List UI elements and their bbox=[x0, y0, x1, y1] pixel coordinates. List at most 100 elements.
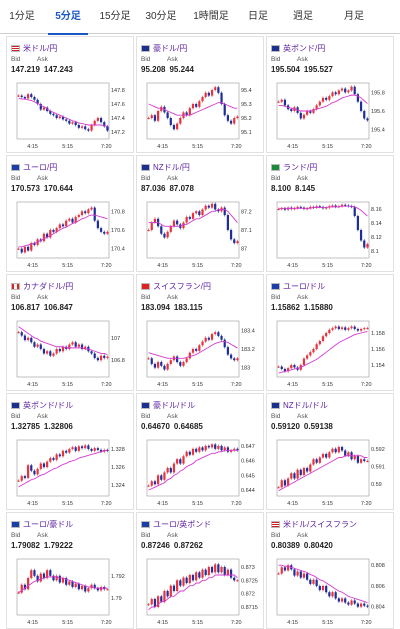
pair-name-link[interactable]: ユーロ/英ポンド bbox=[153, 519, 212, 529]
moving-average-line bbox=[148, 102, 238, 116]
fx-card[interactable]: ユーロ/ドル Bid Ask 1.15862 1.15880 1.158 1.156 1.15… bbox=[266, 274, 394, 391]
fx-card[interactable]: カナダドル/円 Bid Ask 106.817 106.847 107 106.8 4:15 5… bbox=[6, 274, 134, 391]
mini-candlestick-chart[interactable]: 8.16 8.14 8.12 8.1 4:15 5:15 7:20 bbox=[275, 198, 391, 270]
candle-body bbox=[58, 575, 61, 583]
mini-candlestick-chart[interactable]: 0.592 0.591 0.59 4:15 5:15 7:20 bbox=[275, 436, 391, 508]
candle-body bbox=[344, 450, 347, 456]
tab-7[interactable]: 月足 bbox=[344, 11, 364, 22]
candle-body bbox=[93, 207, 96, 221]
x-tick-label: 4:15 bbox=[27, 144, 38, 150]
pair-name-link[interactable]: カナダドル/円 bbox=[23, 281, 74, 291]
candle-body bbox=[337, 598, 340, 602]
pair-name-link[interactable]: ユーロ/豪ドル bbox=[23, 519, 74, 529]
mini-candlestick-chart[interactable]: 195.8 195.6 195.4 4:15 5:15 7:20 bbox=[275, 79, 391, 151]
candle-body bbox=[96, 220, 100, 229]
y-tick-label: 95.4 bbox=[241, 88, 252, 94]
candle-body bbox=[280, 366, 283, 369]
pair-name-link[interactable]: スイスフラン/円 bbox=[153, 281, 211, 291]
candle-body bbox=[33, 470, 36, 475]
tab-2[interactable]: 15分足 bbox=[99, 11, 131, 22]
fx-card[interactable]: 英ポンド/円 Bid Ask 195.504 195.527 195.8 195.6 195.… bbox=[266, 36, 394, 153]
mini-candlestick-chart[interactable]: 0.873 0.8725 0.872 0.8715 4:15 5:15 7:20 bbox=[145, 555, 261, 627]
candle-body bbox=[210, 334, 214, 340]
candle-body bbox=[309, 352, 312, 356]
bid-label: Bid bbox=[271, 294, 281, 301]
bid-ask-values: 1.15862 1.15880 bbox=[271, 303, 393, 314]
fx-card[interactable]: スイスフラン/円 Bid Ask 183.094 183.115 183.4 183.2 18… bbox=[136, 274, 264, 391]
candle-body bbox=[176, 123, 179, 130]
pair-name-link[interactable]: 豪ドル/円 bbox=[153, 43, 188, 53]
x-tick-label: 7:20 bbox=[231, 382, 242, 388]
mini-candlestick-chart[interactable]: 1.158 1.156 1.154 4:15 5:15 7:20 bbox=[275, 317, 391, 389]
fx-card[interactable]: ユーロ/英ポンド Bid Ask 0.87246 0.87262 0.873 0.8725 0… bbox=[136, 512, 264, 629]
candle-body bbox=[68, 581, 71, 585]
pair-name-link[interactable]: 米ドル/円 bbox=[23, 43, 58, 53]
candle-body bbox=[229, 230, 233, 240]
mini-candlestick-chart[interactable]: 147.8 147.6 147.4 147.2 4:15 5:15 7:20 bbox=[15, 79, 131, 151]
mini-candlestick-chart[interactable]: 87.2 87.1 87 4:15 5:15 7:20 bbox=[145, 198, 261, 270]
mini-candlestick-chart[interactable]: 183.4 183.2 183 4:15 5:15 7:20 bbox=[145, 317, 261, 389]
candle-body bbox=[331, 92, 334, 97]
fx-card[interactable]: ランド/円 Bid Ask 8.100 8.145 8.16 8.14 8.12 8.1 4:15… bbox=[266, 155, 394, 272]
tab-1[interactable]: 5分足 bbox=[44, 0, 92, 35]
mini-candlestick-chart[interactable]: 0.808 0.806 0.804 4:15 5:15 7:20 bbox=[275, 555, 391, 627]
ask-label: Ask bbox=[167, 413, 178, 420]
tab-6[interactable]: 週足 bbox=[293, 11, 313, 22]
pair-name-link[interactable]: NZドル/ドル bbox=[283, 400, 328, 410]
pair-name-link[interactable]: ランド/円 bbox=[283, 162, 318, 172]
tab-0[interactable]: 1分足 bbox=[9, 11, 35, 22]
fx-card[interactable]: ユーロ/円 Bid Ask 170.573 170.644 170.8 170.6 170.4… bbox=[6, 155, 134, 272]
ask-value: 0.64685 bbox=[173, 422, 203, 431]
mini-candlestick-chart[interactable]: 95.4 95.3 95.2 95.1 4:15 5:15 7:20 bbox=[145, 79, 261, 151]
bid-label: Bid bbox=[11, 175, 21, 182]
bid-ask-values: 106.817 106.847 bbox=[11, 303, 133, 314]
candle-body bbox=[46, 351, 49, 354]
moving-average-line bbox=[278, 94, 368, 112]
tab-3[interactable]: 30分足 bbox=[145, 11, 177, 22]
candle-body bbox=[20, 584, 23, 593]
fx-card[interactable]: 豪ドル/円 Bid Ask 95.208 95.244 95.4 95.3 95.2 95.1 4… bbox=[136, 36, 264, 153]
pair-name-link[interactable]: ユーロ/円 bbox=[23, 162, 58, 172]
pair-name-link[interactable]: 英ポンド/円 bbox=[283, 43, 326, 53]
currency-flag-icon bbox=[271, 520, 280, 528]
mini-candlestick-chart[interactable]: 1.328 1.326 1.324 4:15 5:15 7:20 bbox=[15, 436, 131, 508]
pair-name-link[interactable]: 米ドル/スイスフラン bbox=[283, 519, 357, 529]
fx-card[interactable]: 英ポンド/ドル Bid Ask 1.32785 1.32806 1.328 1.326 1.3… bbox=[6, 393, 134, 510]
candle-body bbox=[65, 119, 68, 121]
candle-body bbox=[185, 577, 188, 583]
mini-candlestick-chart[interactable]: 0.647 0.646 0.645 0.644 4:15 5:15 7:20 bbox=[145, 436, 261, 508]
candle-body bbox=[347, 602, 350, 605]
candle-body bbox=[331, 592, 334, 597]
mini-candlestick-chart[interactable]: 1.792 1.79 4:15 5:15 7:20 bbox=[15, 555, 131, 627]
pair-name-link[interactable]: 英ポンド/ドル bbox=[23, 400, 74, 410]
pair-name-link[interactable]: ユーロ/ドル bbox=[283, 281, 326, 291]
candle-body bbox=[55, 349, 58, 354]
fx-card[interactable]: NZドル/円 Bid Ask 87.036 87.078 87.2 87.1 87 4:15 5:… bbox=[136, 155, 264, 272]
candle-body bbox=[195, 572, 198, 581]
candle-body bbox=[160, 475, 163, 480]
fx-card[interactable]: NZドル/ドル Bid Ask 0.59120 0.59138 0.592 0.591 0.5… bbox=[266, 393, 394, 510]
fx-card[interactable]: 豪ドル/ドル Bid Ask 0.64670 0.64685 0.647 0.646 0.64… bbox=[136, 393, 264, 510]
mini-candlestick-chart[interactable]: 107 106.8 4:15 5:15 7:20 bbox=[15, 317, 131, 389]
fx-card[interactable]: 米ドル/スイスフラン Bid Ask 0.80389 0.80420 0.808 0.806… bbox=[266, 512, 394, 629]
candle-body bbox=[156, 362, 160, 368]
pair-header: 英ポンド/円 bbox=[271, 41, 393, 55]
candle-body bbox=[46, 570, 49, 579]
tab-4[interactable]: 1時間足 bbox=[193, 11, 229, 22]
candle-body bbox=[363, 603, 366, 606]
candle-body bbox=[61, 578, 65, 583]
y-tick-label: 0.646 bbox=[241, 459, 255, 465]
fx-card[interactable]: 米ドル/円 Bid Ask 147.219 147.243 147.8 147.6 147.4… bbox=[6, 36, 134, 153]
y-tick-label: 0.872 bbox=[241, 592, 255, 598]
pair-name-link[interactable]: NZドル/円 bbox=[153, 162, 190, 172]
bid-label: Bid bbox=[141, 56, 151, 63]
pair-name-link[interactable]: 豪ドル/ドル bbox=[153, 400, 196, 410]
fx-card[interactable]: ユーロ/豪ドル Bid Ask 1.79082 1.79222 1.792 1.79 4:15… bbox=[6, 512, 134, 629]
bid-label: Bid bbox=[271, 532, 281, 539]
y-tick-label: 0.647 bbox=[241, 444, 255, 450]
candle-body bbox=[150, 358, 153, 364]
bid-ask-labels: Bid Ask bbox=[141, 56, 263, 64]
mini-candlestick-chart[interactable]: 170.8 170.6 170.4 4:15 5:15 7:20 bbox=[15, 198, 131, 270]
candle-body bbox=[58, 454, 61, 457]
tab-5[interactable]: 日足 bbox=[248, 11, 268, 22]
